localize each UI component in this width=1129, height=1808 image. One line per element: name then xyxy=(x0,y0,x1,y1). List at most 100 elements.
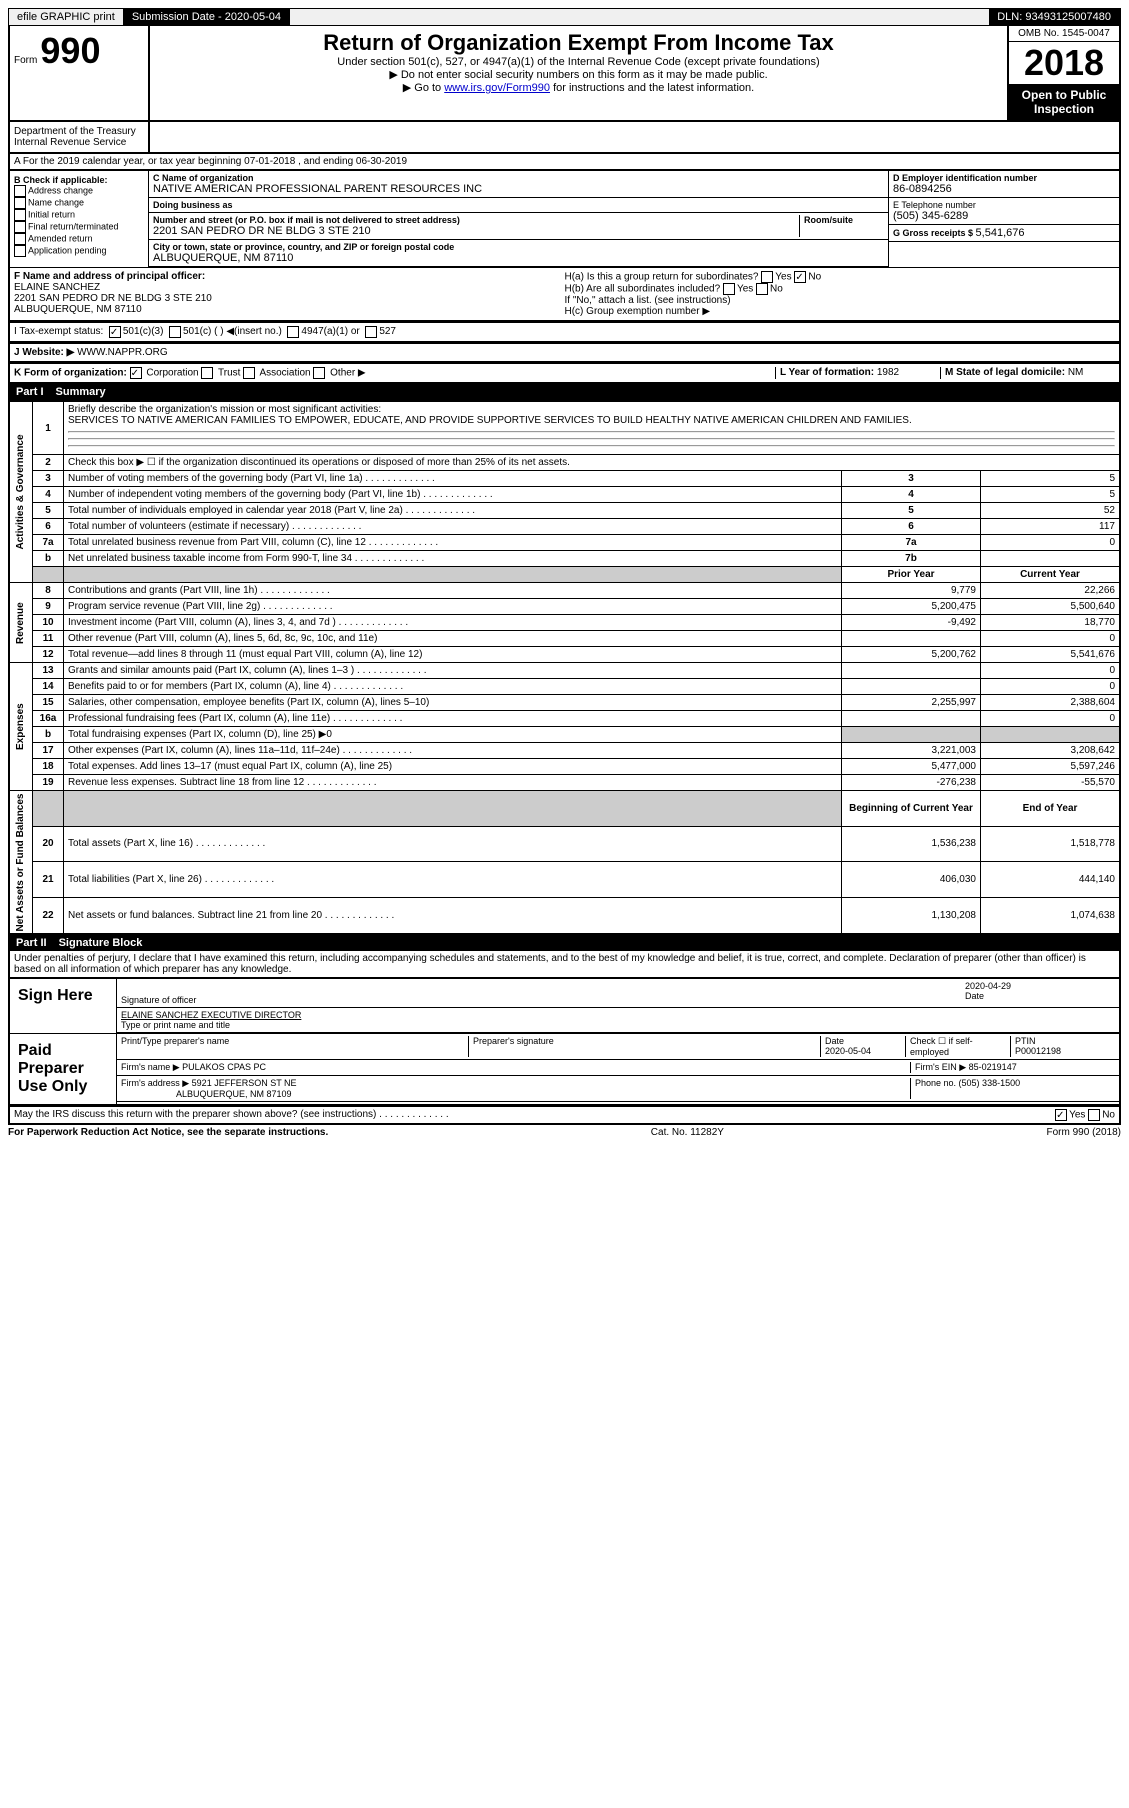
table-row: 10Investment income (Part VIII, column (… xyxy=(9,615,1120,631)
dba-row: Doing business as xyxy=(149,198,888,213)
line1-cell: Briefly describe the organization's miss… xyxy=(64,401,1121,455)
addr-label: Number and street (or P.O. box if mail i… xyxy=(153,215,799,225)
part1-title: Summary xyxy=(56,386,106,398)
header-row: Form 990 Return of Organization Exempt F… xyxy=(8,26,1121,122)
submission-label: Submission Date - xyxy=(132,11,225,23)
checkbox-icon[interactable] xyxy=(14,185,26,197)
part2-title: Signature Block xyxy=(59,937,143,949)
checkbox-icon[interactable] xyxy=(794,271,806,283)
table-row: 14Benefits paid to or for members (Part … xyxy=(9,679,1120,695)
name-label: C Name of organization xyxy=(153,173,884,183)
form-note2: ▶ Go to www.irs.gov/Form990 for instruct… xyxy=(154,81,1003,94)
checkbox-icon[interactable] xyxy=(761,271,773,283)
prep-sig-label: Preparer's signature xyxy=(468,1036,820,1057)
checkbox-icon[interactable] xyxy=(723,283,735,295)
table-row: 15Salaries, other compensation, employee… xyxy=(9,695,1120,711)
checkbox-icon[interactable] xyxy=(756,283,768,295)
city-row: City or town, state or province, country… xyxy=(149,240,888,267)
summary-table: Activities & Governance 1 Briefly descri… xyxy=(8,400,1121,935)
checkbox-icon[interactable] xyxy=(109,326,121,338)
omb-number: OMB No. 1545-0047 xyxy=(1009,26,1119,42)
vert-netassets: Net Assets or Fund Balances xyxy=(9,791,33,935)
hb-row: H(b) Are all subordinates included? Yes … xyxy=(565,283,1116,295)
row-i: I Tax-exempt status: 501(c)(3) 501(c) ( … xyxy=(8,322,1121,343)
top-bar-left: efile GRAPHIC print Submission Date - 20… xyxy=(9,9,290,25)
checkbox-icon[interactable] xyxy=(14,197,26,209)
end-year-header: End of Year xyxy=(981,791,1121,827)
section-a: A For the 2019 calendar year, or tax yea… xyxy=(8,154,1121,171)
checkbox-icon[interactable] xyxy=(14,209,26,221)
form-prefix: Form xyxy=(14,55,37,66)
table-row: 17Other expenses (Part IX, column (A), l… xyxy=(9,743,1120,759)
footer-center: Cat. No. 11282Y xyxy=(651,1127,724,1138)
firm-name: Firm's name ▶ PULAKOS CPAS PC xyxy=(121,1062,910,1073)
colb-item: Initial return xyxy=(14,209,144,221)
table-row: 16aProfessional fundraising fees (Part I… xyxy=(9,711,1120,727)
checkbox-icon[interactable] xyxy=(1055,1109,1067,1121)
city-label: City or town, state or province, country… xyxy=(153,242,884,252)
part2-header: Part II Signature Block xyxy=(8,935,1121,951)
line2: Check this box ▶ ☐ if the organization d… xyxy=(64,455,1121,471)
ein-row: D Employer identification number 86-0894… xyxy=(889,171,1119,198)
checkbox-icon[interactable] xyxy=(365,326,377,338)
dln-label: DLN: xyxy=(997,11,1025,23)
row-m: M State of legal domicile: NM xyxy=(940,367,1115,379)
part1-label: Part I xyxy=(16,386,44,398)
checkbox-icon[interactable] xyxy=(169,326,181,338)
header-row: Net Assets or Fund BalancesBeginning of … xyxy=(9,791,1120,827)
checkbox-icon[interactable] xyxy=(201,367,213,379)
part1-header: Part I Summary xyxy=(8,384,1121,400)
dept2: Internal Revenue Service xyxy=(14,137,144,148)
dba-label: Doing business as xyxy=(153,200,884,210)
gross-value: 5,541,676 xyxy=(976,227,1025,239)
colb-item: Amended return xyxy=(14,233,144,245)
submission-date: Submission Date - 2020-05-04 xyxy=(124,9,290,25)
submission-value: 2020-05-04 xyxy=(225,11,281,23)
dln-value: 93493125007480 xyxy=(1025,11,1111,23)
checkbox-icon[interactable] xyxy=(287,326,299,338)
entity-grid: B Check if applicable: Address change Na… xyxy=(8,171,1121,267)
colb-label: B Check if applicable: xyxy=(14,175,144,185)
form990-link[interactable]: www.irs.gov/Form990 xyxy=(444,82,550,94)
table-row: 7aTotal unrelated business revenue from … xyxy=(9,535,1120,551)
line-num: 2 xyxy=(33,455,64,471)
officer-city: ALBUQUERQUE, NM 87110 xyxy=(14,304,565,315)
colb-item: Final return/terminated xyxy=(14,221,144,233)
checkbox-icon[interactable] xyxy=(14,221,26,233)
open-to-public: Open to Public Inspection xyxy=(1009,84,1119,120)
year-box: OMB No. 1545-0047 2018 Open to Public In… xyxy=(1007,26,1119,120)
footer-left: For Paperwork Reduction Act Notice, see … xyxy=(8,1127,328,1138)
officer-sig: Signature of officer xyxy=(117,979,961,1008)
header-center: Return of Organization Exempt From Incom… xyxy=(150,26,1007,120)
addr-row: Number and street (or P.O. box if mail i… xyxy=(149,213,888,240)
form-subtitle: Under section 501(c), 527, or 4947(a)(1)… xyxy=(154,56,1003,68)
table-row: Revenue8Contributions and grants (Part V… xyxy=(9,583,1120,599)
checkbox-icon[interactable] xyxy=(130,367,142,379)
table-row: bTotal fundraising expenses (Part IX, co… xyxy=(9,727,1120,743)
table-row: Expenses13Grants and similar amounts pai… xyxy=(9,663,1120,679)
checkbox-icon[interactable] xyxy=(1088,1109,1100,1121)
checkbox-icon[interactable] xyxy=(14,245,26,257)
checkbox-icon[interactable] xyxy=(243,367,255,379)
row-f: F Name and address of principal officer:… xyxy=(14,271,565,317)
i-label: I Tax-exempt status: xyxy=(14,326,103,338)
header-row: Prior YearCurrent Year xyxy=(9,567,1120,583)
row-klm: K Form of organization: Corporation Trus… xyxy=(8,363,1121,384)
checkbox-icon[interactable] xyxy=(14,233,26,245)
j-label: J Website: ▶ xyxy=(14,347,74,358)
vert-expenses: Expenses xyxy=(9,663,33,791)
table-row: 21Total liabilities (Part X, line 26)406… xyxy=(9,862,1120,898)
sign-block: Sign Here Signature of officer 2020-04-2… xyxy=(8,979,1121,1107)
dept-box: Department of the Treasury Internal Reve… xyxy=(10,122,150,152)
firm-ein: Firm's EIN ▶ 85-0219147 xyxy=(910,1062,1115,1073)
declaration: Under penalties of perjury, I declare th… xyxy=(8,951,1121,979)
row-fh: F Name and address of principal officer:… xyxy=(8,267,1121,322)
current-year-header: Current Year xyxy=(981,567,1121,583)
org-city: ALBUQUERQUE, NM 87110 xyxy=(153,252,884,264)
footer: For Paperwork Reduction Act Notice, see … xyxy=(8,1125,1121,1140)
org-name-row: C Name of organization NATIVE AMERICAN P… xyxy=(149,171,888,198)
begin-year-header: Beginning of Current Year xyxy=(842,791,981,827)
dept-row: Department of the Treasury Internal Reve… xyxy=(8,122,1121,154)
form-note1: ▶ Do not enter social security numbers o… xyxy=(154,68,1003,81)
checkbox-icon[interactable] xyxy=(313,367,325,379)
